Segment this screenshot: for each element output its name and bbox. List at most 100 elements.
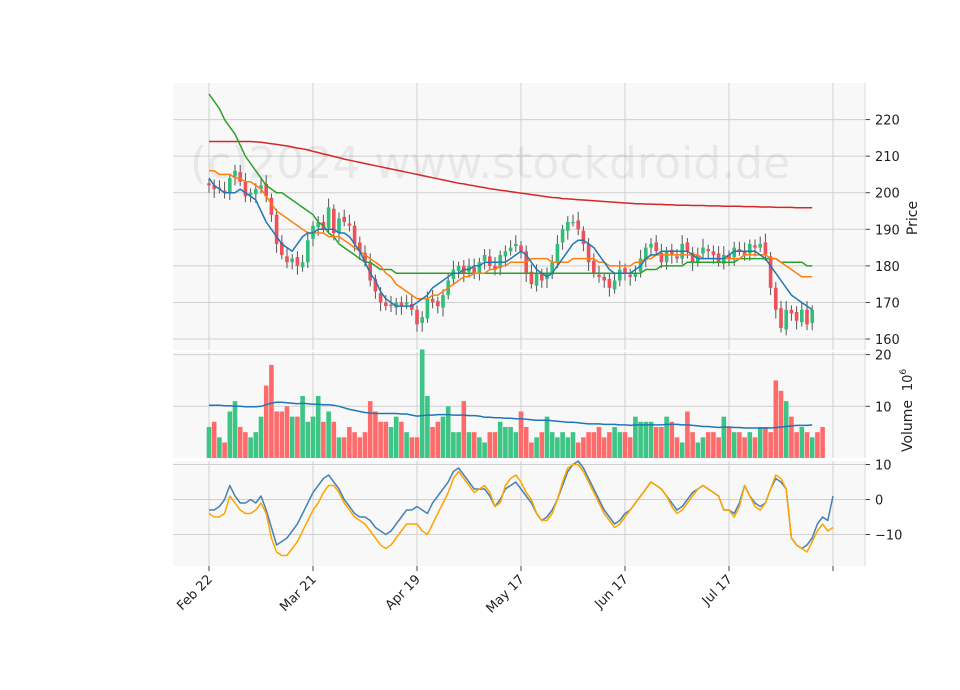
- candle-up: [233, 170, 237, 177]
- volume-bar: [300, 395, 305, 458]
- candle-up: [456, 265, 461, 271]
- candle-down: [415, 309, 419, 325]
- volume-bar: [482, 442, 487, 458]
- volume-bar: [539, 432, 545, 458]
- candle-down: [727, 254, 731, 259]
- candle-up: [300, 262, 305, 268]
- grid-lines: [173, 83, 865, 566]
- candle-down: [332, 208, 336, 233]
- x-tick-label: May 17: [484, 572, 528, 616]
- volume-bar: [555, 437, 560, 458]
- volume-bar: [492, 432, 498, 458]
- volume-bar: [757, 426, 763, 458]
- candle-up: [633, 273, 638, 277]
- volume-bar: [601, 437, 607, 458]
- volume-bar: [731, 432, 737, 458]
- candle-up: [326, 207, 331, 228]
- oscillator-panel: [208, 460, 834, 557]
- price-axis-label: Price: [905, 201, 921, 235]
- oscillator-y-tick-label: 10: [875, 459, 892, 474]
- volume-bar: [326, 411, 331, 458]
- candle-up: [441, 295, 445, 308]
- candle-up: [701, 247, 705, 254]
- volume-bar: [279, 411, 285, 458]
- candle-up: [290, 258, 294, 263]
- candle-down: [238, 172, 242, 182]
- volume-bar: [721, 416, 727, 458]
- candle-down: [768, 256, 773, 288]
- candle-down: [347, 223, 352, 226]
- volume-bar: [783, 401, 789, 458]
- volume-bar: [222, 442, 227, 458]
- candle-down: [295, 257, 300, 266]
- candle-down: [675, 256, 679, 259]
- ma-fast-line: [208, 177, 813, 311]
- x-tick-label: Feb 22: [174, 572, 216, 614]
- volume-bar: [425, 395, 430, 458]
- candle-up: [394, 302, 398, 308]
- volume-bar: [206, 426, 212, 458]
- candle-down: [794, 311, 799, 321]
- volume-y-tick-label: 20: [875, 349, 892, 364]
- volume-bar: [638, 421, 643, 458]
- candle-down: [378, 292, 383, 303]
- volume-bar: [409, 437, 415, 458]
- volume-bar: [669, 421, 675, 458]
- volume-bar: [794, 432, 799, 458]
- volume-bar: [518, 411, 524, 458]
- candle-down: [690, 252, 695, 263]
- volume-bar: [248, 437, 253, 458]
- volume-bar: [700, 437, 706, 458]
- candle-up: [618, 269, 622, 281]
- volume-bar: [575, 442, 581, 458]
- volume-bar: [461, 401, 467, 458]
- candle-down: [384, 302, 388, 307]
- candle-up: [534, 273, 539, 286]
- volume-bar: [685, 411, 690, 458]
- volume-bar: [445, 406, 451, 458]
- candle-down: [222, 190, 227, 193]
- candle-up: [800, 309, 804, 323]
- candle-down: [711, 251, 716, 255]
- volume-bar: [633, 416, 638, 458]
- volume-bar: [627, 437, 633, 458]
- volume-bar: [565, 437, 571, 458]
- volume-bar: [435, 421, 441, 458]
- candle-down: [670, 249, 674, 255]
- candle-up: [732, 247, 736, 258]
- volume-bar: [695, 442, 701, 458]
- x-tick-label: Apr 19: [383, 572, 424, 613]
- volume-bar: [315, 395, 321, 458]
- volume-bar: [414, 437, 420, 458]
- candle-up: [259, 185, 263, 190]
- candle-down: [212, 185, 216, 190]
- volume-bar: [747, 432, 753, 458]
- candle-up: [644, 247, 648, 261]
- volume-bar: [487, 432, 493, 458]
- volume-bar: [653, 426, 659, 458]
- volume-bar: [466, 432, 472, 458]
- volume-bar: [383, 421, 389, 458]
- candle-up: [612, 280, 617, 290]
- volume-bar: [331, 421, 337, 458]
- candle-down: [430, 298, 435, 303]
- volume-bar: [778, 390, 784, 458]
- volume-bar: [560, 432, 565, 458]
- candle-down: [264, 183, 268, 197]
- volume-bar: [341, 437, 347, 458]
- volume-bar: [336, 437, 342, 458]
- volume-bar: [284, 406, 290, 458]
- candle-down: [742, 251, 747, 255]
- candle-down: [358, 242, 362, 252]
- ma-200-line: [209, 140, 813, 209]
- candle-up: [514, 243, 518, 247]
- candle-up: [550, 262, 554, 275]
- candle-down: [737, 249, 742, 252]
- volume-bar: [648, 421, 654, 458]
- volume-bar: [211, 421, 217, 458]
- volume-bar: [362, 432, 368, 458]
- price-y-tick-label: 210: [875, 150, 900, 165]
- volume-bar: [544, 416, 550, 458]
- candle-up: [784, 309, 788, 330]
- volume-bar: [596, 426, 602, 458]
